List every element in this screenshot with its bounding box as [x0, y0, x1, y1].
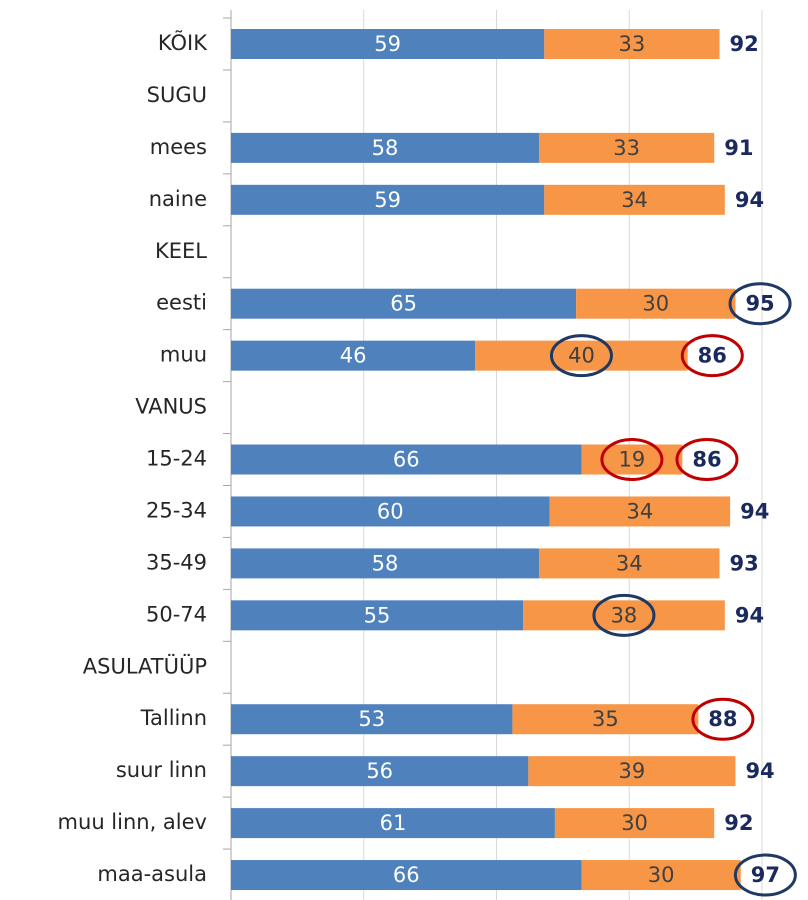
highlight-circle [675, 438, 739, 482]
category-label: 50-74 [146, 602, 207, 626]
total-label: 97 [751, 863, 780, 887]
value-label: 34 [616, 551, 643, 575]
highlight-circle [549, 334, 613, 378]
category-label: muu linn, alev [58, 810, 207, 834]
value-label: 19 [619, 448, 646, 472]
value-label: 65 [390, 292, 417, 316]
value-label: 35 [592, 707, 619, 731]
value-label: 39 [619, 759, 646, 783]
bar-segment [554, 808, 715, 839]
value-label: 56 [366, 759, 393, 783]
total-label: 94 [735, 603, 764, 627]
value-label: 34 [621, 188, 648, 212]
category-label: 35-49 [146, 550, 207, 574]
value-label: 40 [568, 344, 595, 368]
total-label: 94 [745, 759, 774, 783]
bar-segment [523, 600, 725, 631]
total-label: 92 [724, 811, 753, 835]
category-label: naine [149, 187, 207, 211]
total-label: 91 [724, 136, 753, 160]
category-label: suur linn [116, 758, 207, 782]
bar-segment [538, 548, 720, 579]
value-label: 30 [621, 811, 648, 835]
category-label: mees [150, 135, 207, 159]
bar-segment [231, 548, 539, 579]
highlight-circle [691, 697, 755, 741]
bar-segment [231, 29, 545, 59]
bar-segment [231, 496, 550, 527]
highlight-circle [680, 334, 744, 378]
bar-segment [538, 132, 715, 163]
category-label: SUGU [147, 83, 207, 107]
bar-segment [231, 444, 582, 475]
category-label: 15-24 [146, 447, 207, 471]
category-label: maa-asula [97, 862, 207, 886]
value-label: 33 [613, 136, 640, 160]
bar-segment [231, 704, 513, 735]
value-label: 55 [364, 603, 391, 627]
highlight-circle [733, 853, 797, 897]
total-label: 86 [692, 448, 721, 472]
category-label: KEEL [155, 239, 207, 263]
value-label: 30 [642, 292, 669, 316]
total-label: 94 [735, 188, 764, 212]
bar-segment [528, 756, 736, 787]
highlight-circle [600, 438, 664, 482]
bar-segment [231, 808, 555, 839]
value-label: 58 [372, 551, 399, 575]
bar-segment [231, 184, 545, 215]
bar-segment [512, 704, 699, 735]
bar-segment [576, 288, 736, 319]
highlight-circle [728, 282, 792, 326]
value-label: 33 [619, 32, 646, 56]
category-label: 25-34 [146, 498, 207, 522]
category-label: Tallinn [140, 706, 207, 730]
bar-segment [231, 132, 539, 163]
bar-segment [231, 288, 577, 319]
value-label: 53 [358, 707, 385, 731]
bar-segment [231, 340, 476, 371]
value-label: 58 [372, 136, 399, 160]
bar-segment [544, 184, 725, 215]
value-label: 30 [648, 863, 675, 887]
bar-segment [544, 29, 720, 59]
bar-segment [231, 860, 582, 891]
value-label: 59 [374, 32, 401, 56]
category-label: muu [160, 343, 207, 367]
value-label: 34 [627, 499, 654, 523]
bar-segment [549, 496, 731, 527]
category-label: ASULATÜÜP [83, 653, 207, 678]
bar-segment [581, 444, 683, 475]
bar-segment [231, 756, 529, 787]
total-label: 93 [730, 551, 759, 575]
value-label: 66 [393, 863, 420, 887]
bar-segment [581, 860, 741, 891]
bar-segment [231, 600, 524, 631]
value-label: 61 [380, 811, 407, 835]
bar-segment [475, 340, 688, 371]
total-label: 95 [745, 292, 774, 316]
value-label: 60 [377, 499, 404, 523]
value-label: 38 [611, 603, 638, 627]
value-label: 66 [393, 448, 420, 472]
total-label: 88 [708, 707, 737, 731]
category-label: VANUS [135, 395, 207, 419]
total-label: 94 [740, 499, 769, 523]
category-label: eesti [156, 291, 207, 315]
total-label: 86 [698, 344, 727, 368]
total-label: 92 [730, 32, 759, 56]
category-label: KÕIK [158, 29, 208, 55]
highlight-circle [592, 593, 656, 637]
value-label: 59 [374, 188, 401, 212]
value-label: 46 [340, 344, 367, 368]
